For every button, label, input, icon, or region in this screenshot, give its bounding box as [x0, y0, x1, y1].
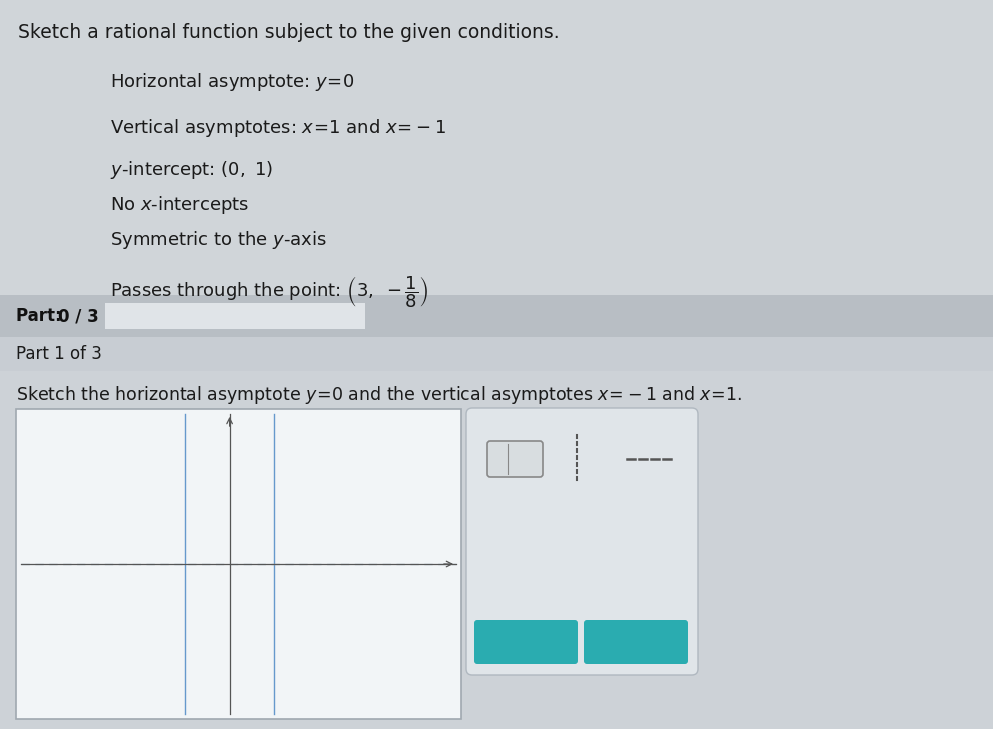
FancyBboxPatch shape [466, 408, 698, 675]
FancyBboxPatch shape [584, 620, 688, 664]
FancyBboxPatch shape [474, 620, 578, 664]
Text: Symmetric to the $y$-axis: Symmetric to the $y$-axis [110, 229, 327, 251]
FancyBboxPatch shape [16, 409, 461, 719]
Text: Vertical asymptotes: $x\!=\!1$ and $x\!=\!-1$: Vertical asymptotes: $x\!=\!1$ and $x\!=… [110, 117, 446, 139]
Text: Horizontal asymptote: $y\!=\!0$: Horizontal asymptote: $y\!=\!0$ [110, 71, 355, 93]
Text: Part:: Part: [16, 307, 68, 325]
Text: Passes through the point: $\left(3,\ -\dfrac{1}{8}\right)$: Passes through the point: $\left(3,\ -\d… [110, 274, 428, 310]
Text: Part 1 of 3: Part 1 of 3 [16, 345, 102, 363]
FancyBboxPatch shape [0, 337, 993, 371]
FancyBboxPatch shape [0, 371, 993, 729]
Text: Sketch the horizontal asymptote $y\!=\!0$ and the vertical asymptotes $x\!=\!-1$: Sketch the horizontal asymptote $y\!=\!0… [16, 384, 743, 406]
FancyBboxPatch shape [105, 303, 365, 329]
Text: Sketch a rational function subject to the given conditions.: Sketch a rational function subject to th… [18, 23, 560, 42]
Text: $y$-intercept: $(0,\ 1)$: $y$-intercept: $(0,\ 1)$ [110, 159, 273, 181]
Text: No $x$-intercepts: No $x$-intercepts [110, 194, 249, 216]
FancyBboxPatch shape [0, 295, 993, 337]
FancyBboxPatch shape [487, 441, 543, 477]
Text: 0 / 3: 0 / 3 [58, 307, 98, 325]
